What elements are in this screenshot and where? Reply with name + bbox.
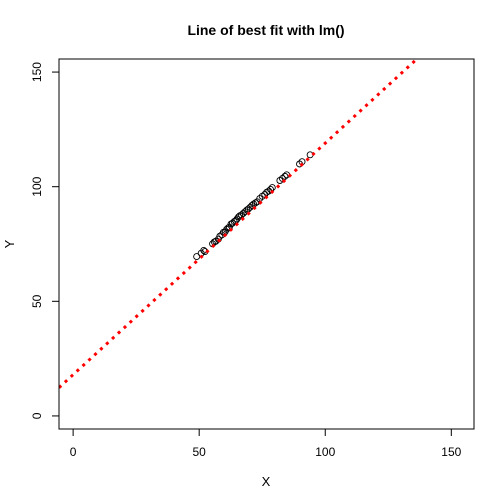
data-point [268, 184, 276, 192]
y-tick-label: 50 [30, 294, 44, 308]
y-tick-label: 0 [30, 412, 44, 419]
points-layer [193, 151, 314, 261]
fit-line-layer [59, 59, 420, 389]
y-tick-label: 150 [30, 62, 44, 82]
data-point [267, 185, 274, 193]
x-tick-label: 0 [70, 445, 77, 459]
data-point [251, 199, 259, 207]
chart-title: Line of best fit with lm() [187, 22, 344, 38]
y-tick-label: 100 [30, 176, 44, 196]
x-tick-label: 100 [315, 445, 335, 459]
data-point [306, 151, 314, 159]
fit-line [59, 59, 420, 389]
data-point [281, 172, 289, 180]
x-tick-label: 150 [441, 445, 461, 459]
x-axis-label: X [262, 474, 271, 489]
axis-ticks: 0 50 100 150 0 50 100 150 [30, 62, 462, 459]
y-axis-label: Y [2, 239, 17, 248]
plot-frame [58, 58, 475, 430]
x-tick-label: 50 [193, 445, 207, 459]
